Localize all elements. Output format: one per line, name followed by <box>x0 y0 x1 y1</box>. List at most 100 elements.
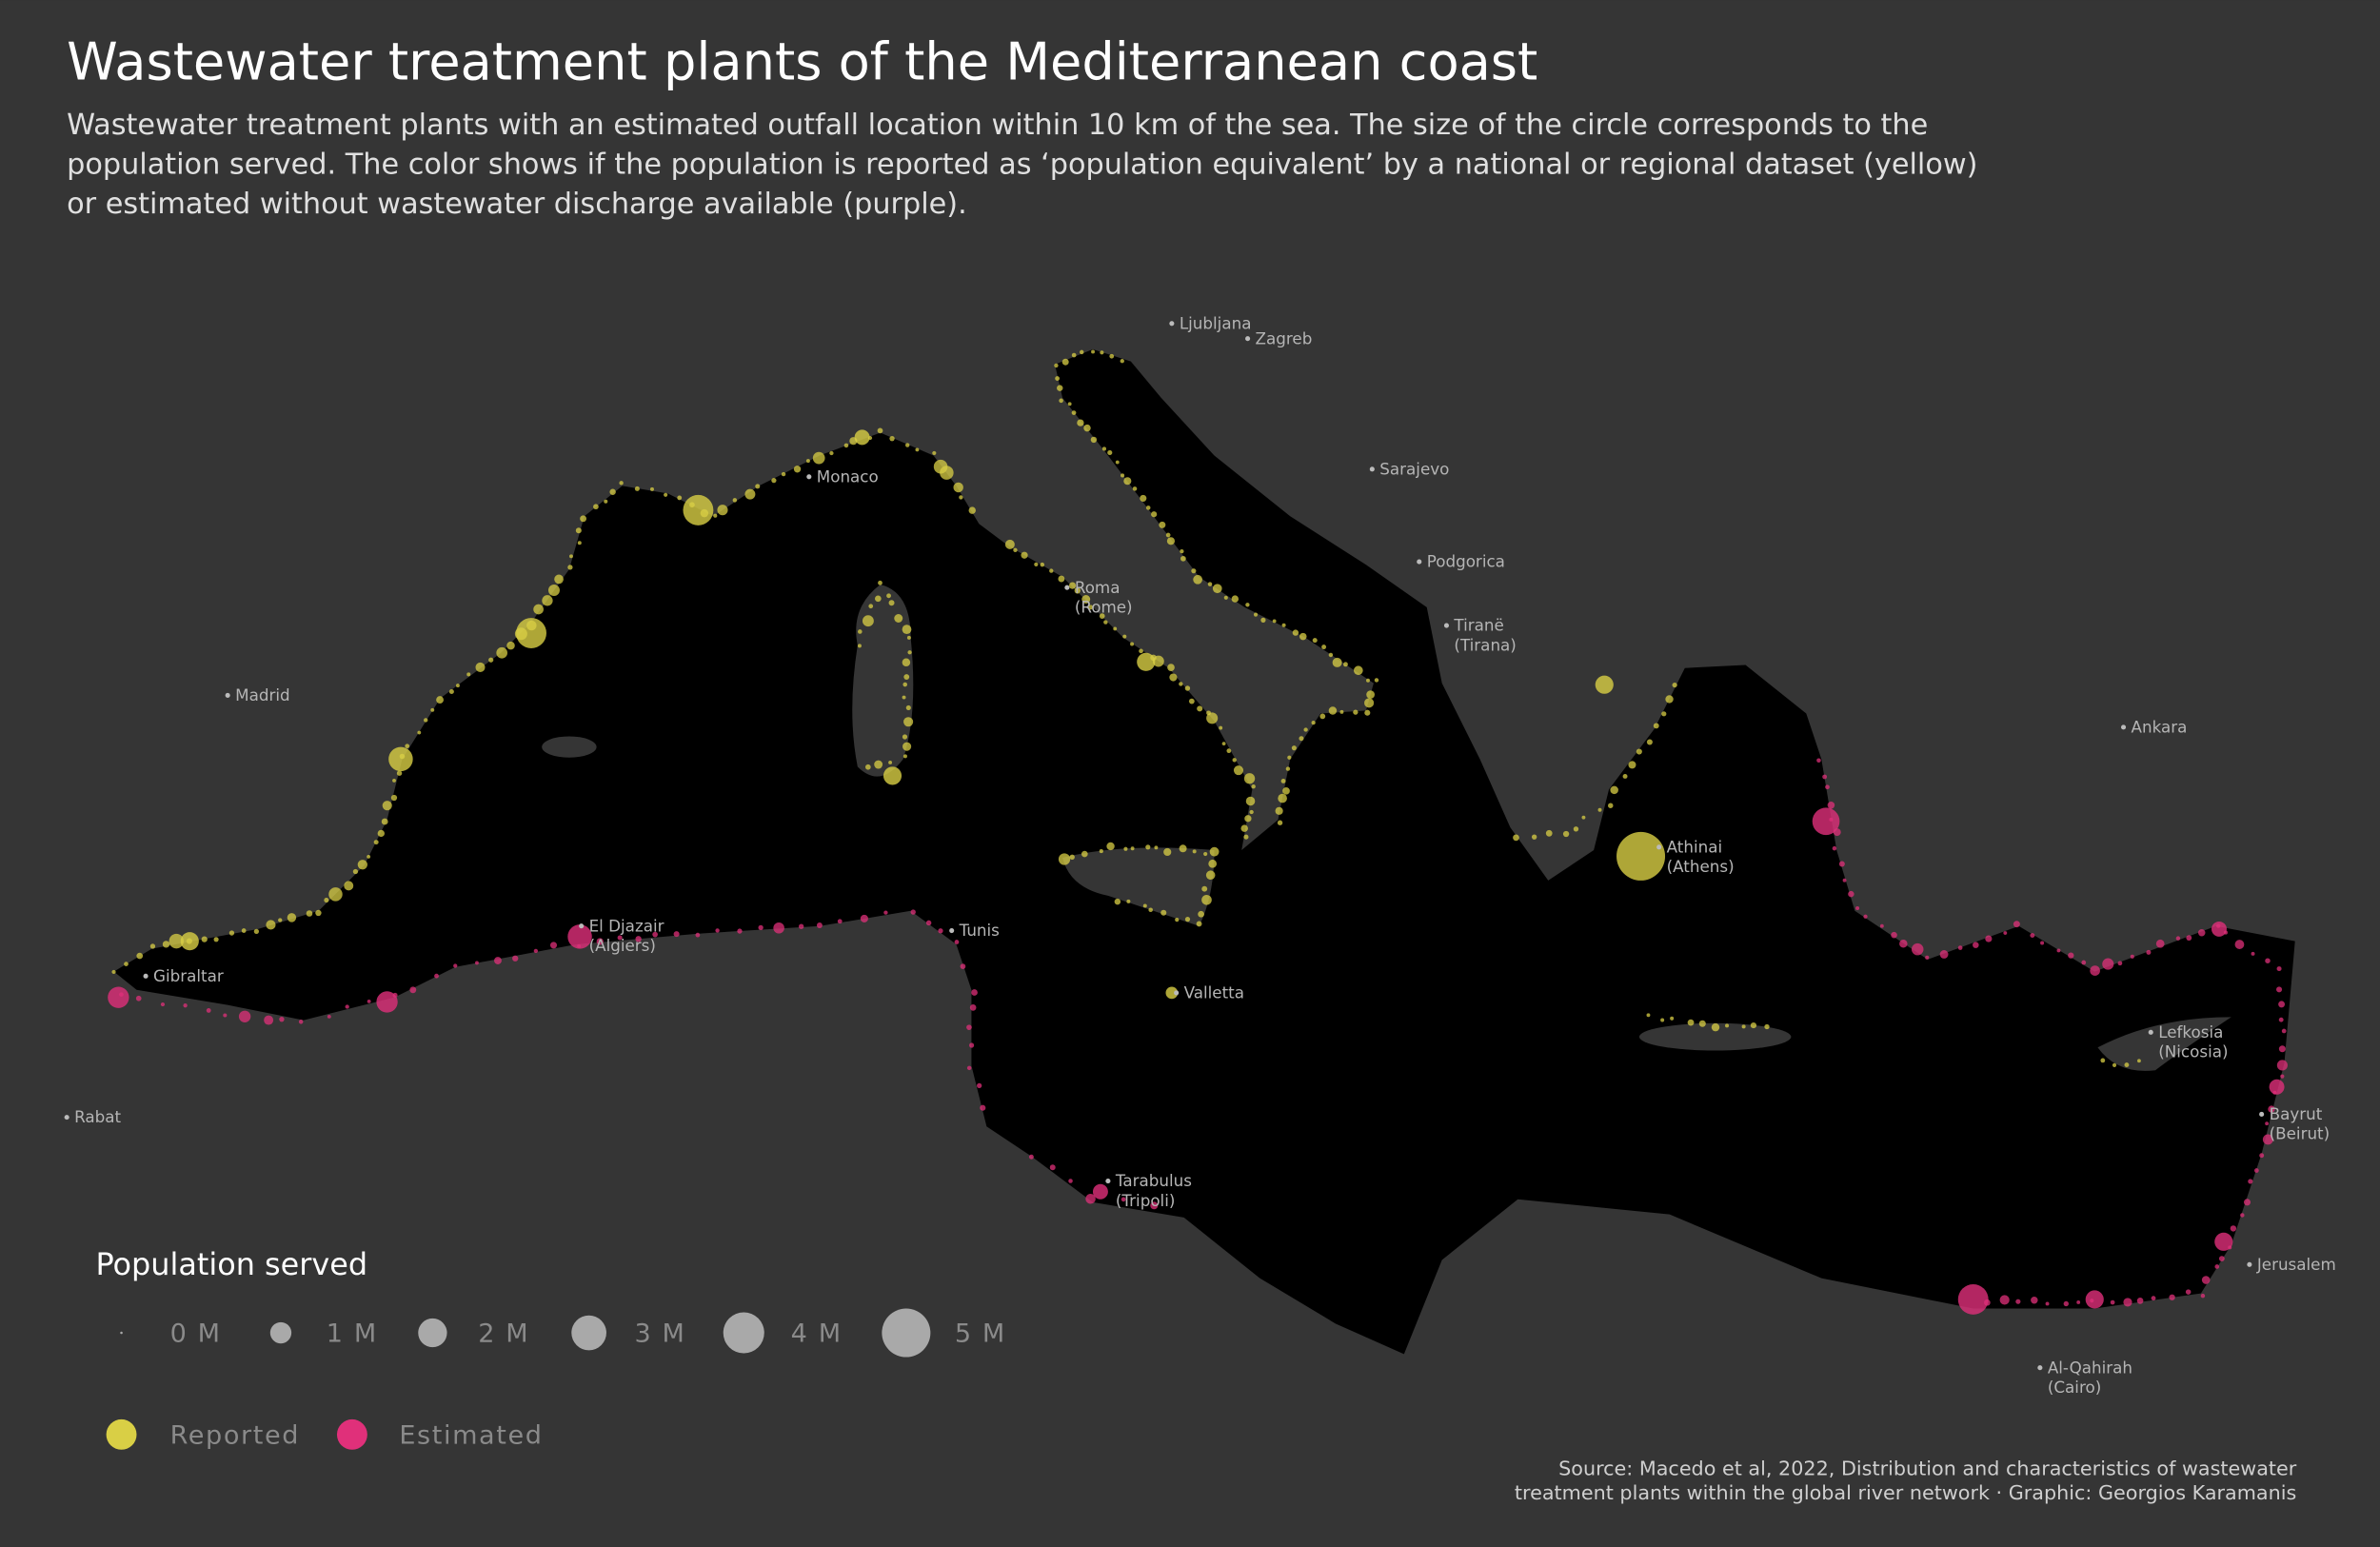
plant <box>1049 568 1054 573</box>
plant <box>1291 745 1297 751</box>
plant <box>1130 846 1135 851</box>
plant <box>183 1003 188 1008</box>
plant <box>1201 894 1212 905</box>
city-label: (Athens) <box>1667 857 1735 876</box>
plant <box>596 938 604 945</box>
plant <box>533 948 539 954</box>
plant <box>1013 547 1018 552</box>
plant <box>1203 851 1208 857</box>
plant <box>816 922 823 929</box>
plant <box>1672 682 1677 688</box>
plant <box>1192 849 1197 854</box>
plant <box>805 459 810 464</box>
plant <box>1058 853 1071 865</box>
plant <box>577 541 582 545</box>
plant <box>878 580 883 585</box>
plant <box>2169 1294 2175 1300</box>
city-label: Athinai <box>1667 837 1722 856</box>
plant <box>1287 755 1292 760</box>
plant <box>1750 1021 1757 1029</box>
plant <box>542 595 553 606</box>
plant <box>241 928 247 933</box>
plant <box>298 1020 304 1024</box>
city-dot <box>949 927 955 934</box>
plant <box>575 527 582 534</box>
plant <box>2276 1060 2288 1071</box>
plant <box>2112 1062 2117 1067</box>
plant <box>755 484 761 489</box>
plant <box>1081 850 1088 858</box>
plant <box>1160 909 1167 916</box>
plant <box>1597 807 1602 812</box>
plant <box>2269 1079 2285 1095</box>
plant <box>1660 1018 1665 1022</box>
plant <box>554 574 564 585</box>
plant <box>1179 844 1187 853</box>
plant <box>1957 945 1963 950</box>
plant <box>1661 711 1667 717</box>
plant <box>405 744 410 749</box>
plant <box>619 481 624 486</box>
plant <box>2278 1001 2286 1008</box>
plant <box>2085 1290 2104 1309</box>
plant <box>2076 1300 2081 1304</box>
plant <box>1260 617 1266 623</box>
plant <box>2117 961 2123 966</box>
plant <box>306 910 313 917</box>
plant <box>1364 698 1375 708</box>
legend-color-dot <box>336 1418 367 1450</box>
city-label: (Tripoli) <box>1116 1191 1176 1210</box>
plant <box>980 1104 986 1111</box>
plant <box>180 932 199 951</box>
plant <box>812 451 825 465</box>
plant <box>968 506 976 514</box>
plant <box>494 957 502 964</box>
plant <box>1130 642 1135 646</box>
plant <box>2265 1121 2270 1126</box>
city-label: (Algiers) <box>589 936 656 955</box>
plant <box>1150 1201 1159 1210</box>
plant <box>925 920 932 926</box>
plant <box>1077 419 1084 426</box>
plant <box>1245 796 1256 806</box>
plant <box>1366 678 1370 683</box>
legend-color-label: Reported <box>170 1420 300 1450</box>
plant <box>874 760 883 769</box>
plant <box>2251 951 2255 956</box>
plant <box>1278 793 1287 803</box>
city-dot <box>1656 844 1662 850</box>
plant <box>1049 1164 1056 1171</box>
city-label: Madrid <box>235 685 289 704</box>
plant <box>512 955 519 962</box>
plant <box>1106 842 1115 851</box>
plant <box>883 766 902 785</box>
plant <box>1067 402 1072 407</box>
plant <box>1985 935 1993 942</box>
plant <box>1353 665 1363 676</box>
sardinia-corsica <box>852 584 914 777</box>
cyprus <box>2097 1017 2231 1071</box>
plant <box>466 672 471 677</box>
plant <box>2278 1017 2284 1022</box>
plant <box>516 618 546 648</box>
legend-size-circle <box>418 1318 447 1348</box>
city-label: (Nicosia) <box>2158 1042 2228 1061</box>
plant <box>1167 664 1175 671</box>
plant <box>677 495 683 501</box>
plant <box>1610 785 1618 795</box>
plant <box>1232 758 1237 763</box>
plant <box>1957 1284 1989 1315</box>
plant <box>278 918 283 922</box>
crete <box>1638 1022 1792 1051</box>
plant <box>496 646 508 659</box>
plant <box>1100 350 1104 355</box>
plant <box>1058 575 1065 583</box>
plant <box>1573 826 1579 832</box>
plant <box>1101 446 1106 451</box>
plant <box>2003 931 2008 935</box>
plant <box>1825 784 1830 790</box>
city-dot <box>143 973 149 979</box>
plant <box>1221 742 1226 746</box>
city-label: (Beirut) <box>2270 1124 2330 1143</box>
plant <box>2240 1213 2245 1218</box>
